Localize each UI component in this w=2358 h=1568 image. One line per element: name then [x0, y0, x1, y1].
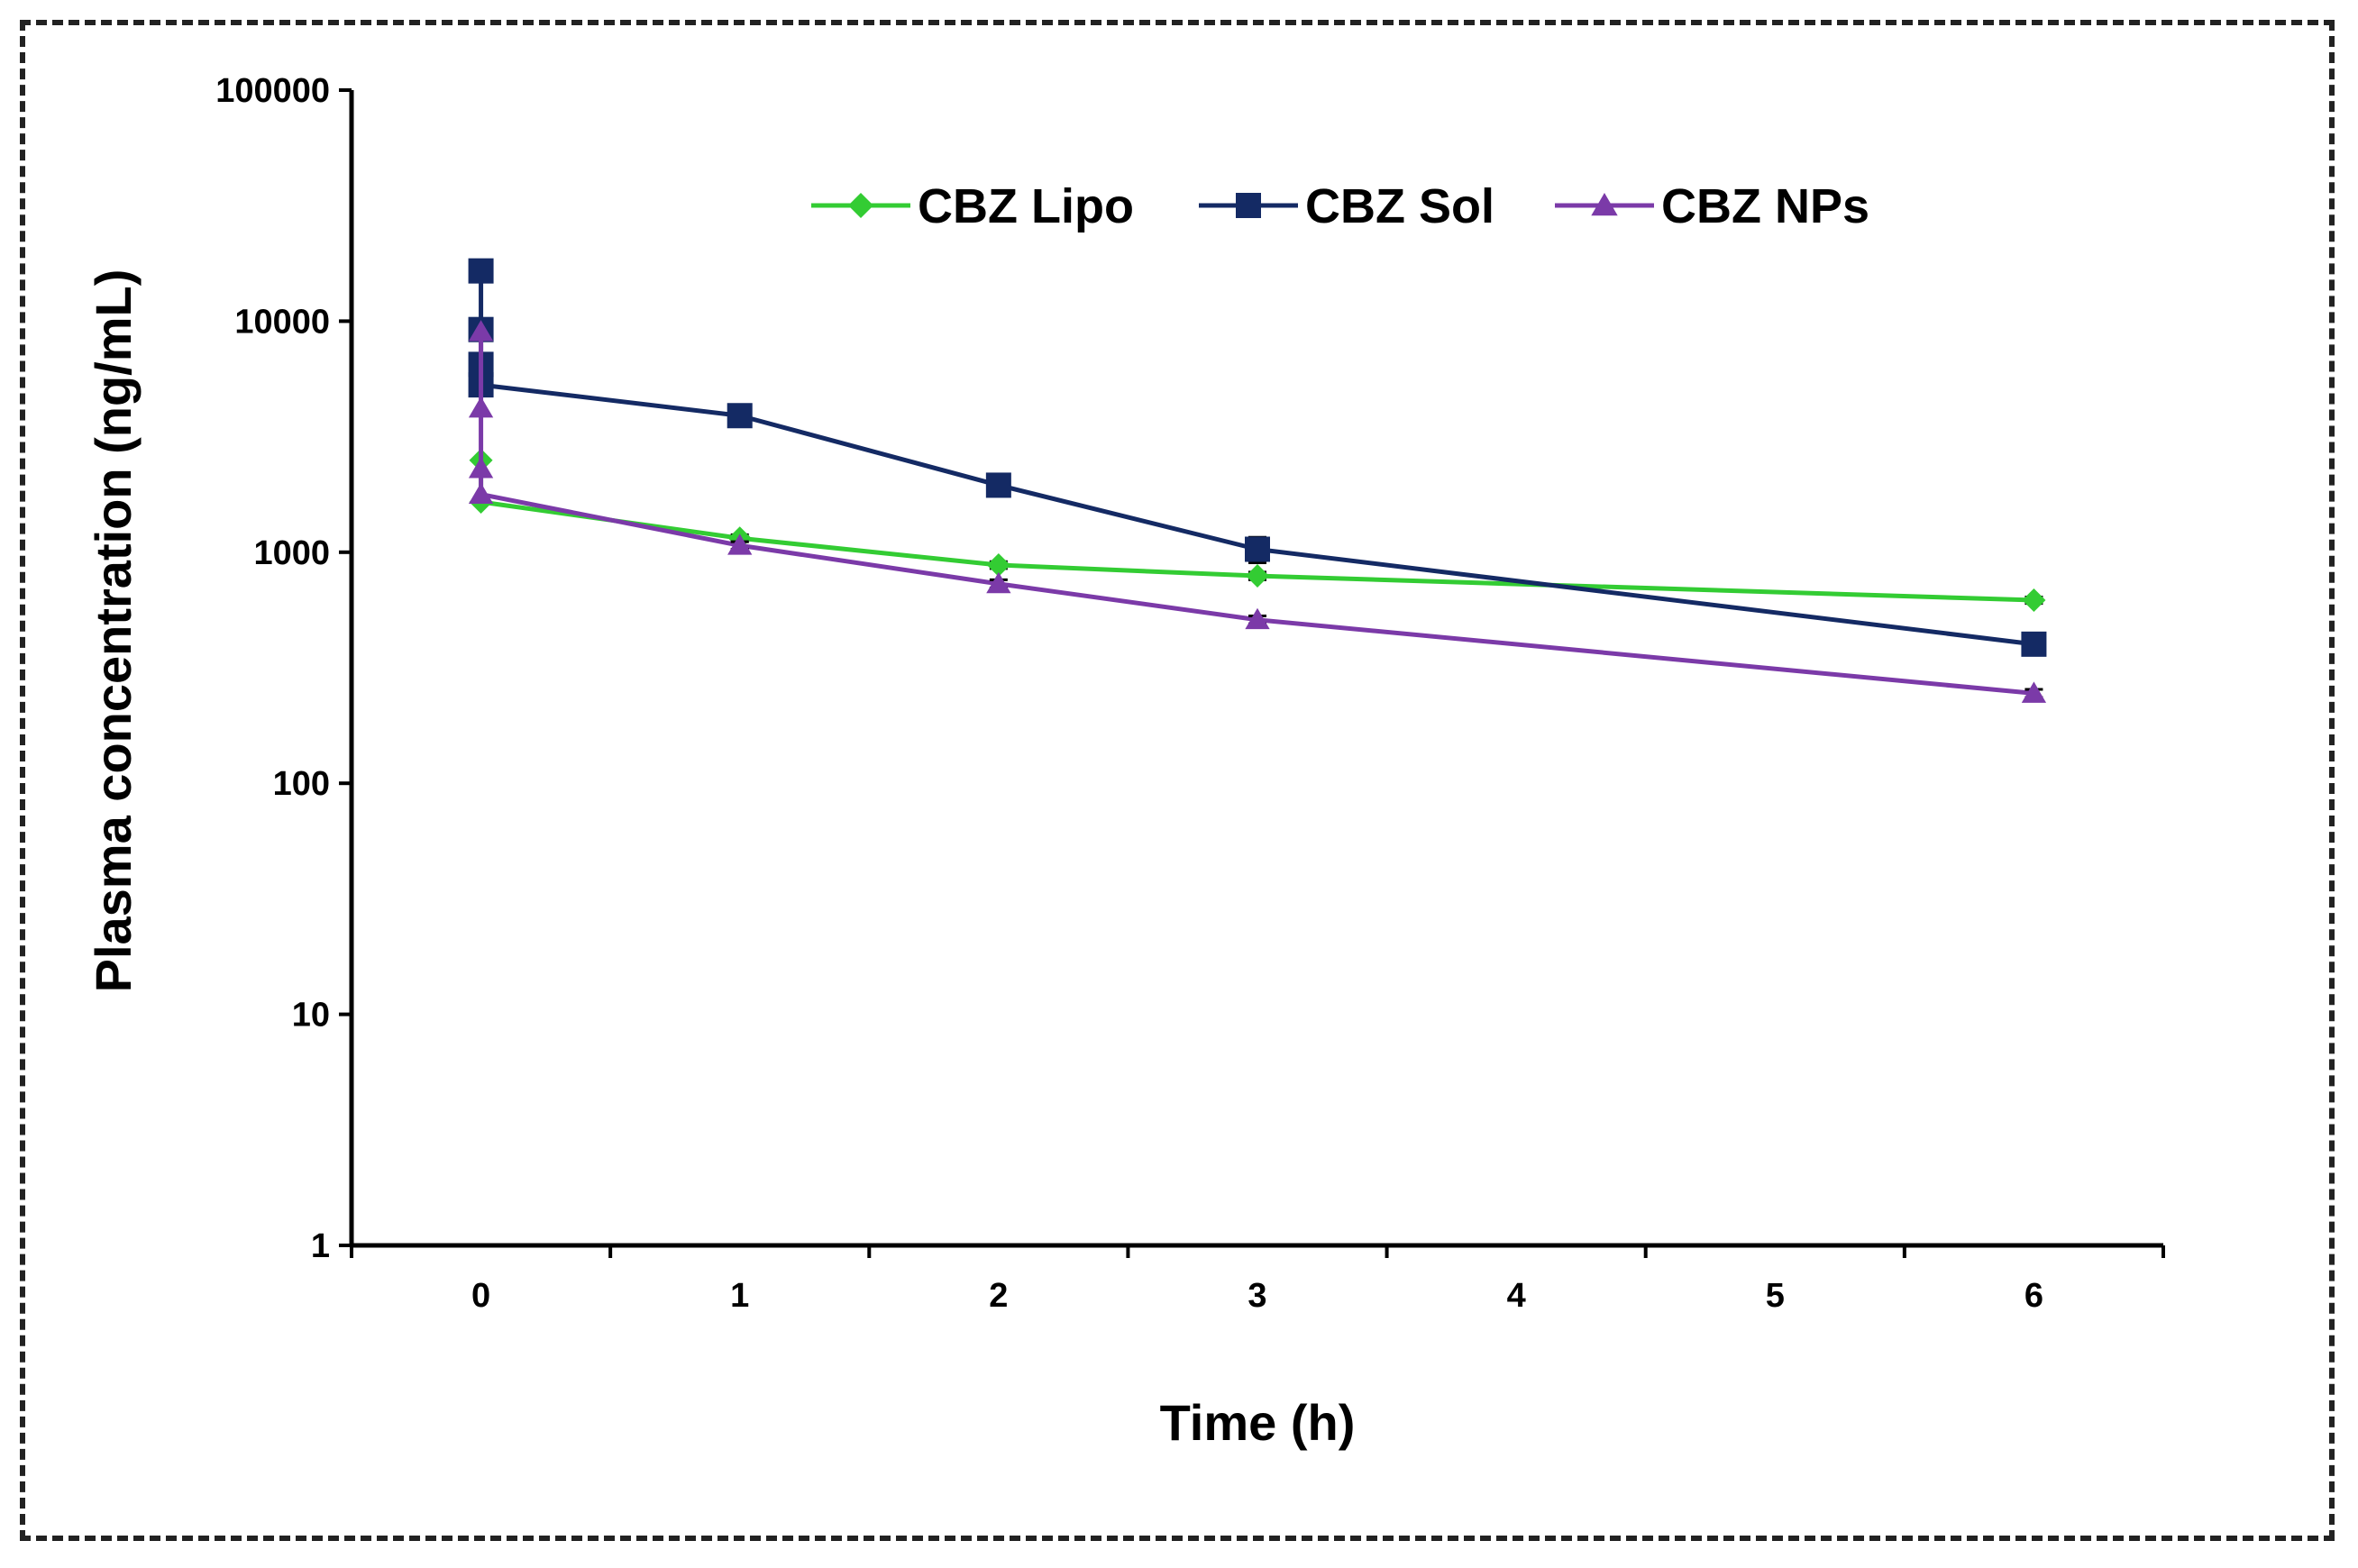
- data-point: [1245, 536, 1270, 562]
- x-tick-label: 4: [1507, 1277, 1526, 1315]
- x-tick-label: 1: [730, 1277, 749, 1315]
- y-tick-label: 100000: [215, 72, 330, 110]
- data-point: [986, 571, 1011, 594]
- data-point: [985, 472, 1011, 498]
- legend: CBZ Lipo CBZ Sol CBZ NPs: [811, 179, 1869, 233]
- x-tick-label: 2: [989, 1277, 1008, 1315]
- x-tick-label: 5: [1766, 1277, 1785, 1315]
- y-tick-label: 1000: [253, 534, 330, 572]
- series-cbz-lipo: [469, 448, 2046, 613]
- legend-item-cbz-sol: CBZ Sol: [1199, 179, 1494, 233]
- legend-label: CBZ Lipo: [918, 179, 1134, 233]
- legend-label: CBZ NPs: [1661, 179, 1869, 233]
- y-axis-title: Plasma concentration (ng/mL): [85, 269, 142, 993]
- legend-marker: [848, 193, 873, 218]
- series-line: [479, 332, 2034, 696]
- x-tick-label: 6: [2024, 1277, 2043, 1315]
- data-point: [727, 533, 753, 555]
- y-ticks: 1 10 100 1000 10000 100000: [215, 72, 352, 1265]
- y-tick-label: 10000: [234, 303, 330, 341]
- data-point: [727, 403, 753, 429]
- series-layer: [468, 258, 2047, 703]
- data-point: [468, 396, 494, 418]
- data-point: [468, 258, 494, 284]
- x-axis-title: Time (h): [1160, 1394, 1356, 1451]
- data-point: [986, 553, 1010, 578]
- legend-label: CBZ Sol: [1305, 179, 1494, 233]
- data-point: [2021, 631, 2047, 657]
- series-cbz-sol: [468, 258, 2047, 657]
- y-tick-label: 100: [273, 765, 330, 803]
- legend-marker: [1591, 193, 1618, 216]
- x-tick-label: 0: [471, 1277, 490, 1315]
- data-point: [2021, 681, 2047, 703]
- y-tick-label: 1: [311, 1227, 330, 1265]
- dashed-frame: [20, 20, 2335, 1541]
- x-tick-label: 3: [1248, 1277, 1266, 1315]
- series-cbz-nps: [468, 320, 2047, 703]
- data-point: [468, 457, 494, 479]
- axes: 1 10 100 1000 10000 100000 0 1 2 3 4 5 6: [215, 72, 2165, 1315]
- data-point: [2022, 588, 2046, 613]
- data-point: [1245, 607, 1270, 630]
- data-point: [1246, 564, 1269, 588]
- data-point: [468, 482, 494, 504]
- x-ticks: 0 1 2 3 4 5 6: [350, 1245, 2165, 1315]
- legend-item-cbz-nps: CBZ NPs: [1555, 179, 1869, 233]
- y-tick-label: 10: [292, 997, 330, 1035]
- legend-item-cbz-lipo: CBZ Lipo: [811, 179, 1134, 233]
- legend-marker: [1236, 193, 1261, 218]
- data-point: [468, 320, 494, 342]
- series-line: [479, 270, 2034, 647]
